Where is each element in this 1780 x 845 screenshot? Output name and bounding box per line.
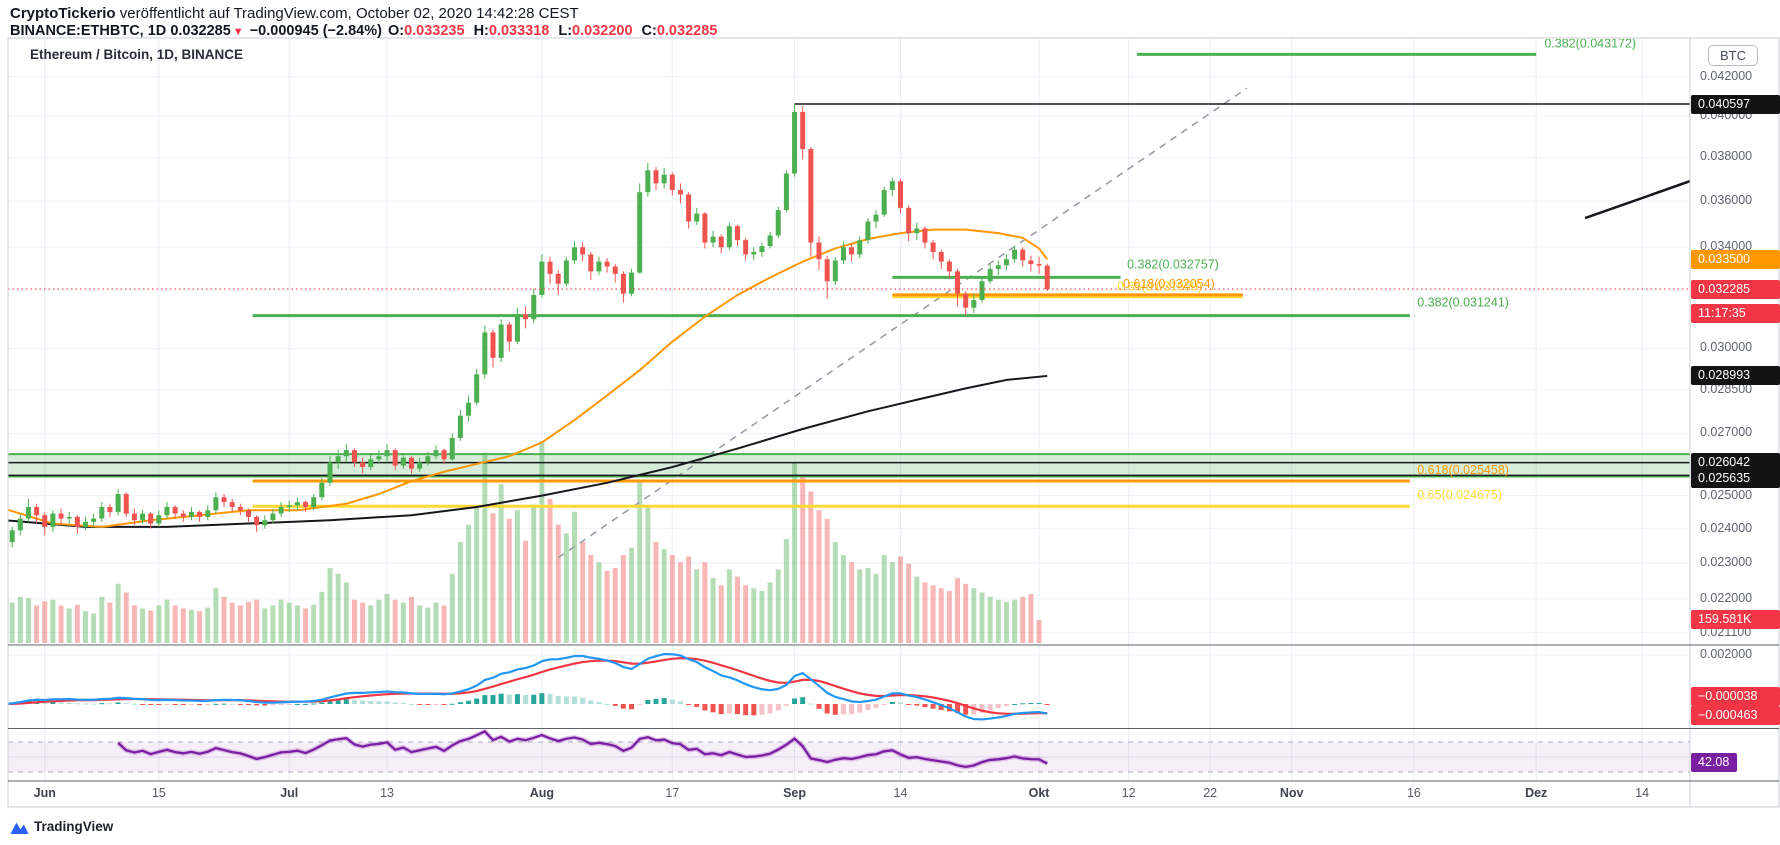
- macd-line: [8, 652, 1048, 721]
- time-axis-label: Nov: [1279, 786, 1304, 800]
- price-badge: 0.040597: [1691, 94, 1780, 114]
- ohlc-label: O:: [387, 23, 405, 39]
- price-scale-tick: 0.023000: [1700, 554, 1753, 569]
- price-scale-tick: 0.028500: [1700, 381, 1753, 396]
- fib-level-label: 0.382(0.032757): [1127, 257, 1219, 271]
- time-axis-label: Jun: [33, 786, 56, 800]
- ohlc-label: C:: [641, 23, 657, 39]
- moving-average-line: [8, 374, 1048, 528]
- price-scale-tick: 0.030000: [1700, 340, 1753, 355]
- price-scale-tick: 0.002000: [1700, 647, 1753, 661]
- time-axis-label: 12: [1121, 786, 1136, 800]
- time-axis-label: Okt: [1028, 786, 1050, 800]
- price-change: −0.000945 (−2.84%): [249, 23, 382, 39]
- price-badge: 0.033500: [1691, 249, 1780, 269]
- ohlc-values: O:0.033235 H:0.033318 L:0.032200 C:0.032285: [386, 23, 724, 39]
- price-scale-tick: 0.024000: [1700, 520, 1753, 535]
- price-scale-tick: 0.036000: [1700, 193, 1753, 208]
- time-axis-label: Sep: [783, 786, 807, 800]
- grid: [8, 38, 1690, 781]
- rsi-band: [8, 742, 1690, 772]
- main-pane[interactable]: 0.382(0.043172) 0.382(0.032757) 0.65(0.031…: [0, 36, 1699, 643]
- rsi-pane[interactable]: [8, 729, 1779, 773]
- ohlc-label: L:: [558, 23, 573, 39]
- time-axis-label: Dez: [1525, 786, 1548, 800]
- price-badge: 0.028993: [1691, 366, 1780, 386]
- chart-title: Ethereum / Bitcoin, 1D, BINANCE: [30, 47, 244, 62]
- chart-frame: [7, 37, 1780, 808]
- time-axis-label: 16: [1406, 786, 1421, 800]
- price-scale-tick: 0.022000: [1700, 590, 1753, 605]
- macd-pane[interactable]: [2, 652, 1050, 721]
- time-axis-label: 22: [1203, 786, 1218, 800]
- tradingview-logo-text: TradingView: [34, 819, 114, 834]
- time-axis-label: 14: [893, 786, 908, 800]
- fib-level-label: 0.65(0.031959): [1117, 279, 1202, 293]
- symbol-header: BINANCE:ETHBTC, 1D 0.032285 ▼ −0.000945 (…: [10, 23, 724, 39]
- price-badge: 0.025635: [1691, 468, 1780, 488]
- symbol-name: BINANCE:ETHBTC, 1D: [10, 23, 167, 39]
- ohlc-value: 0.032200: [572, 23, 633, 39]
- time-axis-label: 13: [380, 786, 394, 800]
- time-axis-label: 17: [665, 786, 680, 800]
- time-axis-label: Jul: [280, 786, 299, 800]
- macd-signal-line: [8, 657, 1048, 715]
- fib-level-label: 0.618(0.025458): [1417, 463, 1509, 477]
- author-name: CryptoTickerio: [10, 5, 116, 22]
- price-badge: 42.08: [1691, 753, 1738, 773]
- trend-line[interactable]: [557, 87, 1248, 559]
- publish-header: CryptoTickerio veröffentlicht auf Tradin…: [10, 5, 579, 22]
- price-scale-tick: 0.025000: [1700, 487, 1753, 502]
- candles: [9, 103, 1050, 548]
- down-arrow-icon: ▼: [232, 26, 244, 38]
- price-badge: 11:17:35: [1691, 303, 1780, 323]
- currency-toggle-button[interactable]: BTC: [1708, 45, 1758, 66]
- ohlc-value: 0.033318: [488, 23, 550, 39]
- price-badge: 0.026042: [1691, 453, 1780, 473]
- trend-line[interactable]: [1584, 178, 1699, 220]
- tradingview-logo: TradingView: [10, 818, 113, 835]
- last-price: 0.032285: [170, 23, 231, 39]
- rsi-line: [117, 730, 1048, 769]
- fib-level-label: 0.65(0.024675): [1417, 488, 1502, 502]
- fib-level-label: 0.382(0.043172): [1544, 36, 1636, 50]
- price-badge: 159.581K: [1691, 610, 1780, 630]
- tradingview-logo-icon: [10, 822, 29, 834]
- price-scale-tick: 0.027000: [1700, 425, 1753, 440]
- price-scale-tick: 0.038000: [1700, 149, 1753, 164]
- price-badge: −0.000463: [1691, 705, 1780, 725]
- publish-info: veröffentlicht auf TradingView.com, Octo…: [115, 5, 579, 22]
- time-axis-label: Aug: [529, 786, 555, 800]
- ohlc-value: 0.032285: [656, 23, 718, 39]
- time-axis-label: 14: [1635, 786, 1650, 800]
- fib-level-label: 0.382(0.031241): [1417, 296, 1509, 310]
- volume-bars: [9, 440, 1042, 643]
- ohlc-label: H:: [473, 23, 489, 39]
- fib-level-label: 0.618(0.032054): [1123, 277, 1215, 291]
- ohlc-value: 0.033235: [404, 23, 465, 39]
- time-axis-label: 15: [151, 786, 166, 800]
- price-scale-tick: 0.042000: [1700, 68, 1753, 83]
- price-badge: 0.032285: [1691, 279, 1780, 299]
- price-badge: −0.000038: [1691, 686, 1780, 706]
